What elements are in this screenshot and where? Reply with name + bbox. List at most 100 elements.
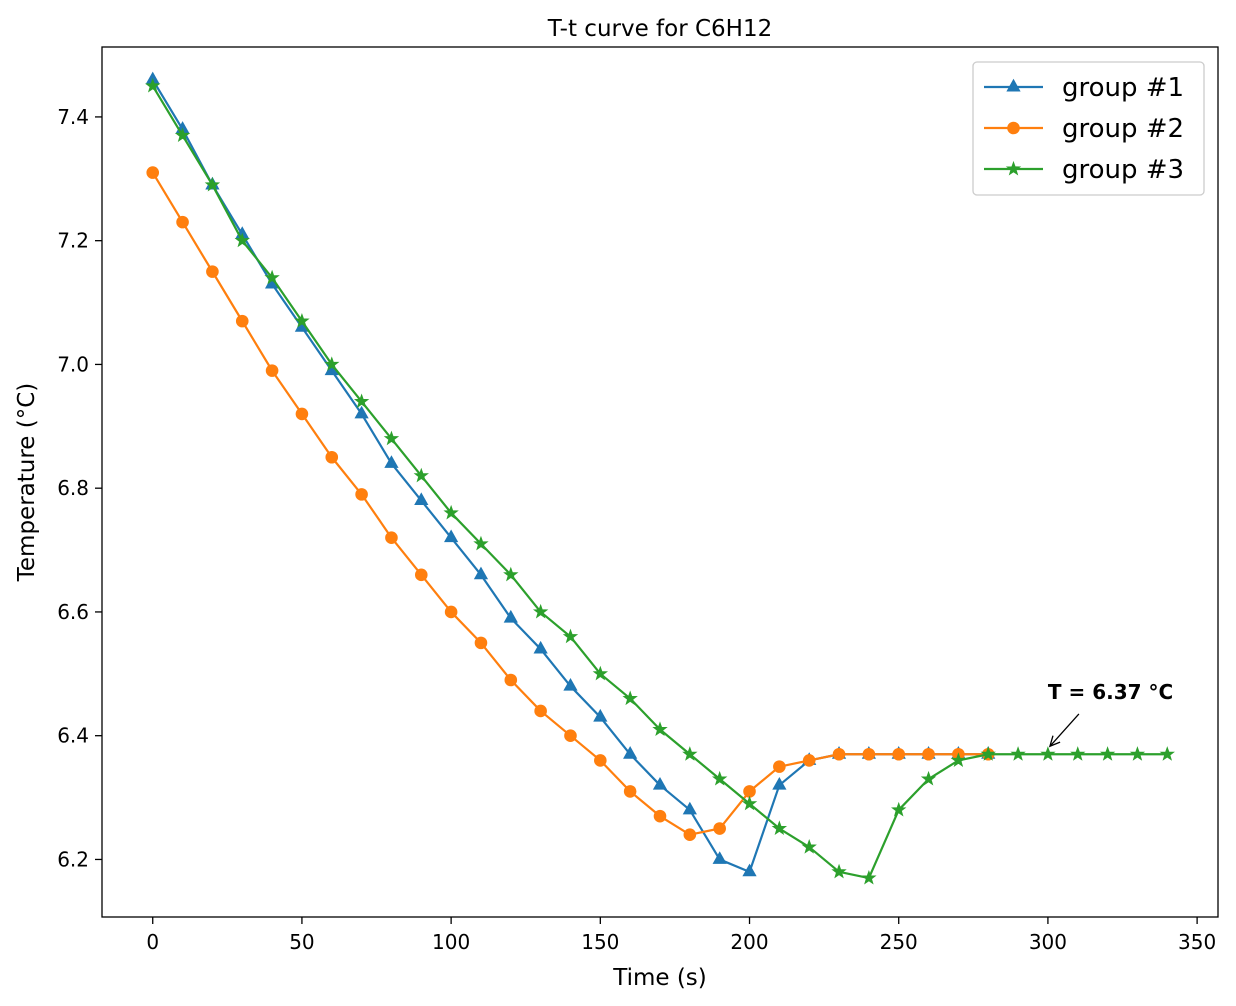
legend: group #1 group #2 group #3 <box>972 61 1205 196</box>
annotation-text: T = 6.37 °C <box>1048 680 1173 704</box>
data-point <box>980 746 996 761</box>
data-point <box>235 314 249 328</box>
legend-label: group #1 <box>1062 73 1184 103</box>
data-point <box>383 430 400 446</box>
data-point <box>950 752 967 767</box>
legend-entries: group #1 group #2 group #3 <box>984 73 1184 185</box>
data-point <box>206 265 219 278</box>
data-point <box>862 747 876 761</box>
annotation: T = 6.37 °C <box>1048 680 1173 748</box>
x-tick-label: 150 <box>581 930 619 954</box>
data-point <box>711 770 728 786</box>
x-tick-label: 250 <box>880 930 918 954</box>
data-point <box>682 801 697 815</box>
x-tick-label: 300 <box>1029 930 1067 954</box>
data-point <box>176 215 189 229</box>
data-point <box>473 566 489 580</box>
data-point <box>652 776 668 790</box>
data-point <box>534 704 547 718</box>
legend-entry-1: group #1 <box>984 73 1184 103</box>
data-point <box>325 450 339 464</box>
data-point <box>385 531 398 544</box>
data-point <box>922 747 935 761</box>
legend-marker <box>1005 160 1022 176</box>
y-tick-label: 6.4 <box>57 724 89 748</box>
data-point <box>773 760 786 773</box>
data-point <box>861 869 877 885</box>
data-point <box>831 863 847 879</box>
data-point <box>533 640 548 654</box>
data-point <box>355 488 368 501</box>
data-point <box>295 407 309 421</box>
data-point <box>265 364 279 377</box>
x-tick-label: 200 <box>730 930 768 954</box>
data-point <box>623 785 637 798</box>
y-axis-title: Temperature (°C) <box>14 383 40 583</box>
data-point <box>146 166 160 179</box>
data-point <box>713 822 726 835</box>
data-point <box>564 729 577 742</box>
data-point <box>504 673 518 687</box>
data-point <box>832 747 846 761</box>
data-point <box>353 393 370 409</box>
annotation-arrow-line <box>1049 713 1080 747</box>
data-point <box>413 467 429 483</box>
data-point <box>444 529 459 543</box>
data-point <box>772 776 787 790</box>
data-point <box>324 356 340 371</box>
plot-area <box>145 71 1175 885</box>
y-tick-label: 6.8 <box>57 476 89 500</box>
data-point <box>444 605 458 619</box>
data-point <box>742 863 757 877</box>
data-point <box>204 176 221 192</box>
chart-title: T-t curve for C6H12 <box>547 16 773 42</box>
data-point <box>503 609 518 623</box>
x-axis-title: Time (s) <box>612 965 707 991</box>
data-point <box>920 770 937 786</box>
x-axis: 0 50 100 150 200 250 300 350 <box>146 917 1216 954</box>
data-point <box>264 269 280 285</box>
data-point <box>354 405 369 419</box>
data-point <box>683 828 697 842</box>
data-point <box>622 690 638 706</box>
legend-marker <box>1006 78 1021 92</box>
data-point <box>652 721 668 737</box>
legend-marker <box>1007 121 1020 135</box>
data-point <box>594 754 607 767</box>
data-point <box>743 785 756 798</box>
x-tick-label: 350 <box>1178 930 1216 954</box>
legend-box <box>972 61 1205 196</box>
data-point <box>414 568 428 582</box>
legend-entry-3: group #3 <box>984 155 1184 185</box>
data-point <box>443 504 459 520</box>
data-point <box>474 636 488 650</box>
data-point <box>801 839 817 854</box>
data-point <box>623 746 638 759</box>
y-tick-label: 7.4 <box>57 105 89 129</box>
data-point <box>563 677 578 691</box>
data-point <box>384 455 399 468</box>
y-axis: 6.2 6.4 6.6 6.8 7.0 7.2 7.4 <box>57 105 102 871</box>
data-point <box>414 492 429 506</box>
data-point <box>562 628 579 644</box>
data-point <box>653 809 667 823</box>
x-tick-label: 100 <box>432 930 470 954</box>
data-point <box>234 232 250 248</box>
y-tick-label: 7.0 <box>57 352 89 376</box>
data-point <box>1159 746 1175 761</box>
y-tick-label: 6.6 <box>57 600 89 624</box>
series-2 <box>146 166 995 842</box>
x-tick-label: 0 <box>146 930 159 954</box>
legend-label: group #2 <box>1062 114 1184 144</box>
data-point <box>294 313 310 328</box>
data-point <box>712 851 727 864</box>
data-point <box>532 603 549 619</box>
data-point <box>473 535 489 551</box>
data-point <box>1070 746 1086 761</box>
legend-entry-2: group #2 <box>984 114 1184 144</box>
data-point <box>771 820 788 836</box>
data-point <box>174 127 191 143</box>
data-point <box>593 708 608 722</box>
